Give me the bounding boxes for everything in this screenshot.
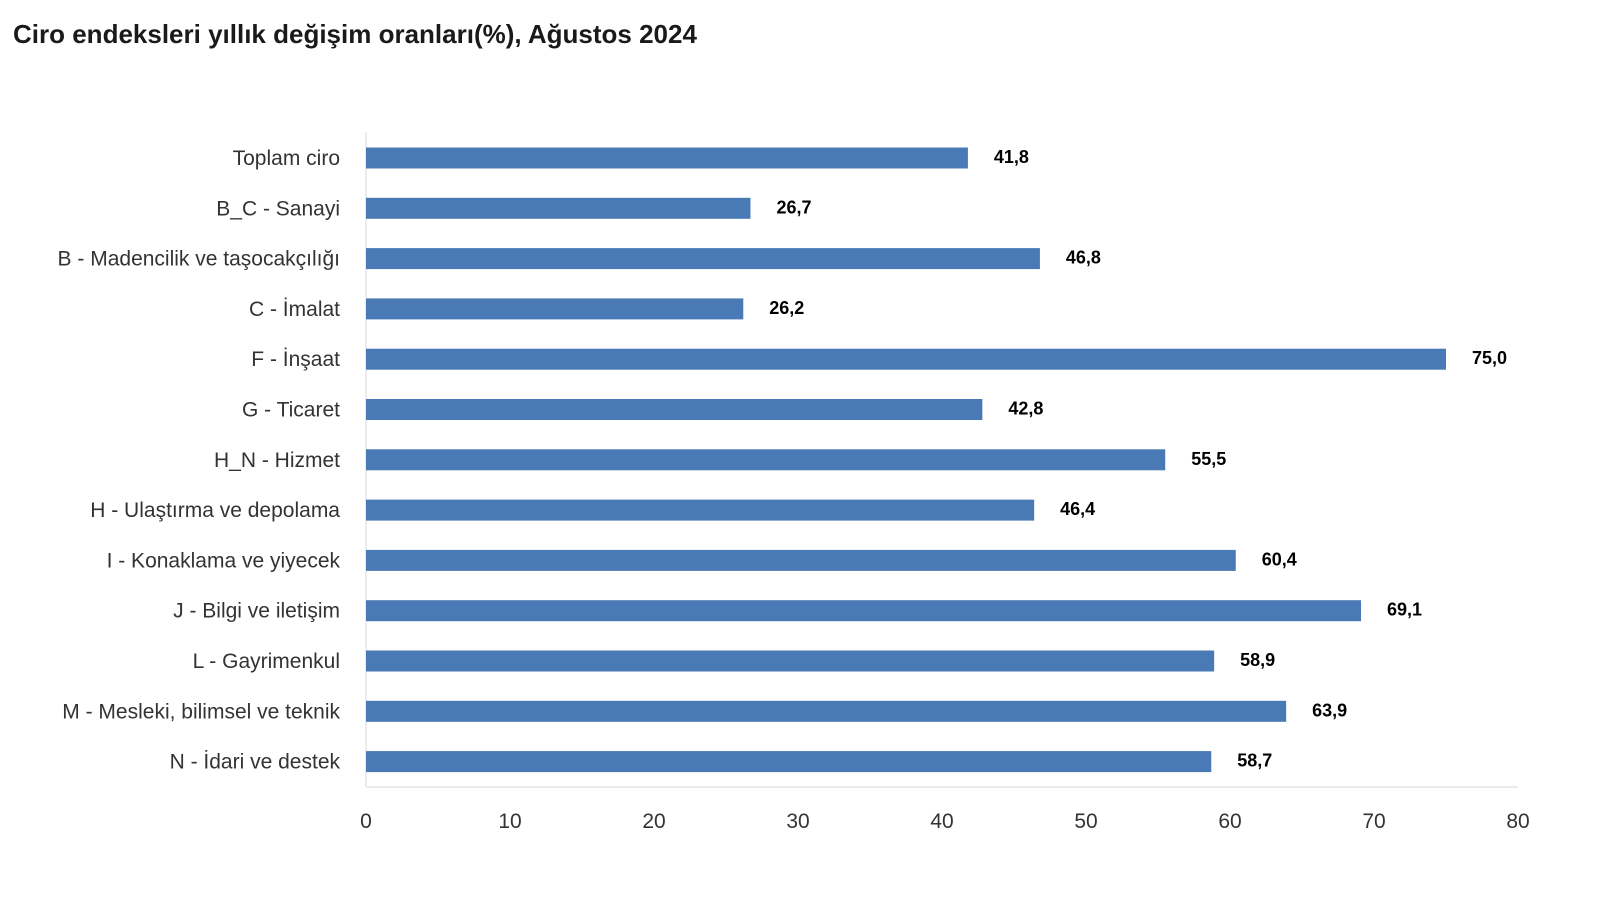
data-label: 41,8 [994, 147, 1029, 167]
bar [366, 499, 1035, 521]
bar [366, 248, 1040, 270]
bar [366, 549, 1236, 571]
data-label: 75,0 [1472, 348, 1507, 368]
category-label: H_N - Hizmet [214, 449, 340, 472]
data-label: 60,4 [1262, 549, 1297, 569]
data-label: 69,1 [1387, 600, 1422, 620]
x-tick-label: 60 [1218, 810, 1241, 833]
category-label: Toplam ciro [233, 147, 340, 170]
category-label: F - İnşaat [251, 348, 340, 371]
category-label: H - Ulaştırma ve depolama [90, 499, 340, 522]
data-label: 26,7 [776, 197, 811, 217]
category-label: L - Gayrimenkul [193, 650, 340, 673]
x-tick-label: 10 [498, 810, 521, 833]
data-label: 58,9 [1240, 650, 1275, 670]
data-label: 63,9 [1312, 700, 1347, 720]
bar [366, 298, 744, 320]
data-label: 46,4 [1060, 499, 1095, 519]
category-labels: Toplam ciro B_C - Sanayi B - Madencilik ve… [58, 147, 341, 774]
bar [366, 650, 1215, 672]
category-label: G - Ticaret [242, 399, 340, 422]
data-label: 58,7 [1237, 751, 1272, 771]
category-label: J - Bilgi ve iletişim [173, 600, 340, 623]
x-tick-label: 20 [642, 810, 665, 833]
category-label: I - Konaklama ve yiyecek [107, 549, 341, 572]
x-tick-label: 80 [1506, 810, 1529, 833]
value-labels: 41,8 26,7 46,8 26,2 75,0 42,8 55,5 46,4 60,4 69,1… [769, 147, 1507, 771]
x-tick-label: 30 [786, 810, 809, 833]
data-label: 26,2 [769, 298, 804, 318]
bar [366, 700, 1287, 722]
bar [366, 399, 983, 420]
category-label: B - Madencilik ve taşocakçılığı [58, 248, 340, 271]
data-label: 55,5 [1191, 449, 1226, 469]
bar [366, 147, 968, 169]
bar [366, 197, 751, 219]
x-tick-label: 0 [360, 810, 372, 833]
bar [366, 751, 1212, 773]
bars [366, 147, 1446, 773]
chart-title: Ciro endeksleri yıllık değişim oranları(… [13, 19, 697, 49]
data-label: 46,8 [1066, 248, 1101, 268]
category-label: M - Mesleki, bilimsel ve teknik [62, 700, 340, 723]
data-label: 42,8 [1008, 399, 1043, 419]
category-label: B_C - Sanayi [216, 197, 340, 220]
x-tick-label: 40 [930, 810, 953, 833]
x-tick-label: 50 [1074, 810, 1097, 833]
bar [366, 348, 1446, 370]
bar [366, 449, 1166, 471]
bar [366, 600, 1362, 622]
x-tick-labels: 0 10 20 30 40 50 60 70 80 [360, 810, 1530, 833]
x-tick-label: 70 [1362, 810, 1385, 833]
category-label: C - İmalat [249, 298, 340, 321]
category-label: N - İdari ve destek [170, 751, 341, 774]
